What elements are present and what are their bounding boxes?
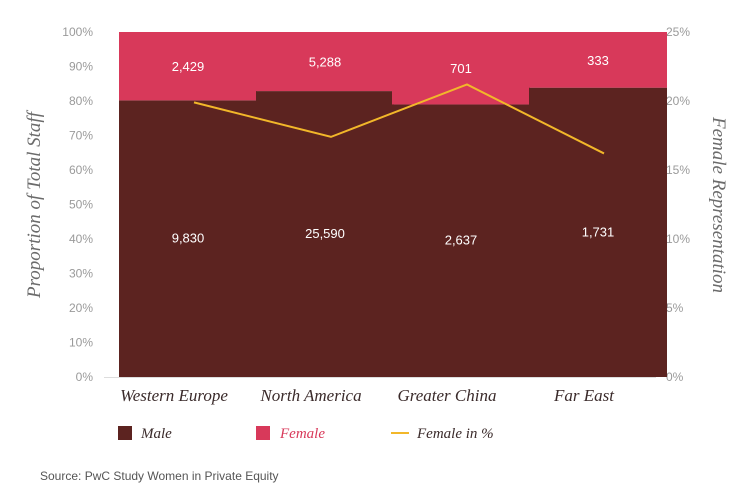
bar-label-female: 333 [587,53,609,68]
bar-label-female: 701 [450,61,472,76]
bar-label-male: 9,830 [172,231,205,246]
category-label: Far East [553,386,615,405]
bar-male [529,87,667,377]
left-axis-title: Proportion of Total Staff [24,109,45,299]
left-tick-label: 0% [76,370,94,384]
category-label: Greater China [397,386,496,405]
category-label: North America [259,386,361,405]
left-tick-label: 20% [69,301,93,315]
left-tick-label: 10% [69,336,93,350]
bar-label-male: 2,637 [445,233,478,248]
left-tick-label: 70% [69,129,93,143]
bar-male [119,100,257,378]
left-tick-label: 50% [69,198,93,212]
bar-label-female: 5,288 [309,55,342,70]
right-tick-label: 10% [666,232,690,246]
bar-female [119,32,257,101]
legend-label-male: Male [140,426,172,442]
left-tick-label: 90% [69,60,93,74]
right-tick-label: 20% [666,94,690,108]
legend-swatch-male [118,426,132,440]
left-tick-label: 100% [62,25,93,39]
bar-label-female: 2,429 [172,59,205,74]
bar-label-male: 1,731 [582,224,615,239]
right-tick-label: 15% [666,163,690,177]
bar-male [392,104,530,378]
legend-label-female: Female [279,426,325,442]
bar-female [256,32,394,92]
legend-swatch-female [256,426,270,440]
female-percent-line [193,83,605,155]
right-tick-label: 0% [666,370,684,384]
left-tick-label: 80% [69,94,93,108]
left-tick-label: 30% [69,267,93,281]
stacked-bar-chart: Proportion of Total Staff Female Represe… [24,25,729,442]
legend-label-line: Female in % [416,426,494,442]
bar-female [392,32,530,105]
left-tick-label: 60% [69,163,93,177]
category-label: Western Europe [120,386,228,405]
bar-label-male: 25,590 [305,226,345,241]
right-axis-title: Female Representation [708,116,729,293]
bar-male [256,91,394,378]
right-tick-label: 5% [666,301,684,315]
right-tick-label: 25% [666,25,690,39]
left-tick-label: 40% [69,232,93,246]
source-note: Source: PwC Study Women in Private Equit… [40,469,279,483]
bar-female [529,32,667,88]
